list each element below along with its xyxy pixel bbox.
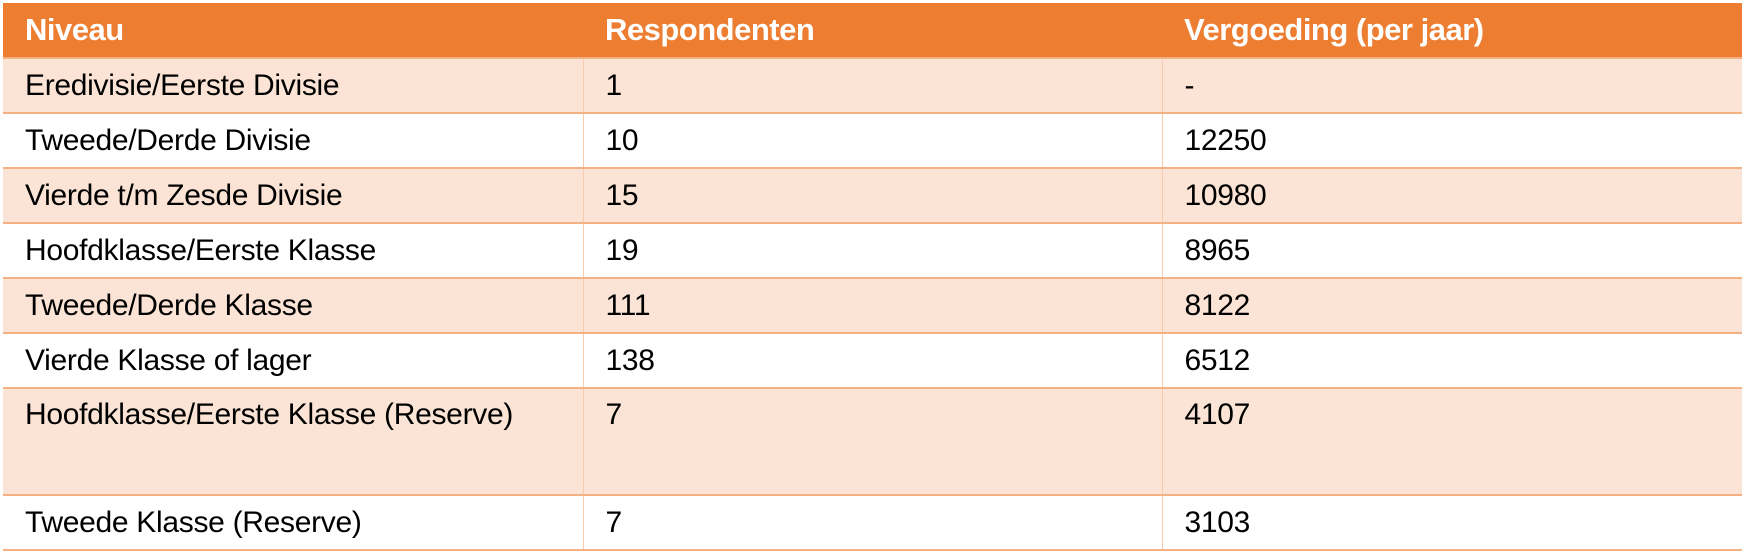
header-niveau: Niveau xyxy=(3,3,583,58)
header-respondenten: Respondenten xyxy=(583,3,1162,58)
cell-respondenten: 19 xyxy=(582,222,1162,278)
table-row: Hoofdklasse/Eerste Klasse 19 8965 xyxy=(3,222,1742,278)
cell-niveau: Tweede Klasse (Reserve) xyxy=(3,494,583,551)
header-row: Niveau Respondenten Vergoeding (per jaar… xyxy=(3,3,1742,58)
table-row: Tweede Klasse (Reserve) 7 3103 xyxy=(3,494,1742,551)
cell-niveau: Eredivisie/Eerste Divisie xyxy=(3,57,583,113)
table-row: Vierde Klasse of lager 138 6512 xyxy=(3,332,1742,388)
cell-niveau: Hoofdklasse/Eerste Klasse (Reserve) xyxy=(3,387,583,495)
table-row: Vierde t/m Zesde Divisie 15 10980 xyxy=(3,167,1742,223)
cell-respondenten: 7 xyxy=(582,387,1162,495)
table-row: Tweede/Derde Divisie 10 12250 xyxy=(3,112,1742,168)
cell-vergoeding: 3103 xyxy=(1161,494,1742,551)
cell-niveau: Tweede/Derde Divisie xyxy=(3,112,583,168)
header-vergoeding: Vergoeding (per jaar) xyxy=(1162,3,1742,58)
cell-respondenten: 15 xyxy=(582,167,1162,223)
cell-respondenten: 10 xyxy=(582,112,1162,168)
cell-niveau: Hoofdklasse/Eerste Klasse xyxy=(3,222,583,278)
cell-respondenten: 111 xyxy=(582,277,1162,333)
cell-vergoeding: 12250 xyxy=(1161,112,1742,168)
table-row: Hoofdklasse/Eerste Klasse (Reserve) 7 4107 xyxy=(3,387,1742,495)
cell-vergoeding: 4107 xyxy=(1161,387,1742,495)
cell-niveau: Vierde t/m Zesde Divisie xyxy=(3,167,583,223)
table-row: Eredivisie/Eerste Divisie 1- xyxy=(3,57,1742,113)
cell-niveau: Vierde Klasse of lager xyxy=(3,332,583,388)
compensation-table: Niveau Respondenten Vergoeding (per jaar… xyxy=(3,3,1742,551)
table-row: Tweede/Derde Klasse 111 8122 xyxy=(3,277,1742,333)
cell-respondenten: 138 xyxy=(582,332,1162,388)
cell-vergoeding: - xyxy=(1161,57,1742,113)
cell-vergoeding: 10980 xyxy=(1161,167,1742,223)
cell-vergoeding: 6512 xyxy=(1161,332,1742,388)
cell-vergoeding: 8122 xyxy=(1161,277,1742,333)
cell-niveau: Tweede/Derde Klasse xyxy=(3,277,583,333)
cell-respondenten: 7 xyxy=(582,494,1162,551)
cell-vergoeding: 8965 xyxy=(1161,222,1742,278)
cell-respondenten: 1 xyxy=(582,57,1162,113)
